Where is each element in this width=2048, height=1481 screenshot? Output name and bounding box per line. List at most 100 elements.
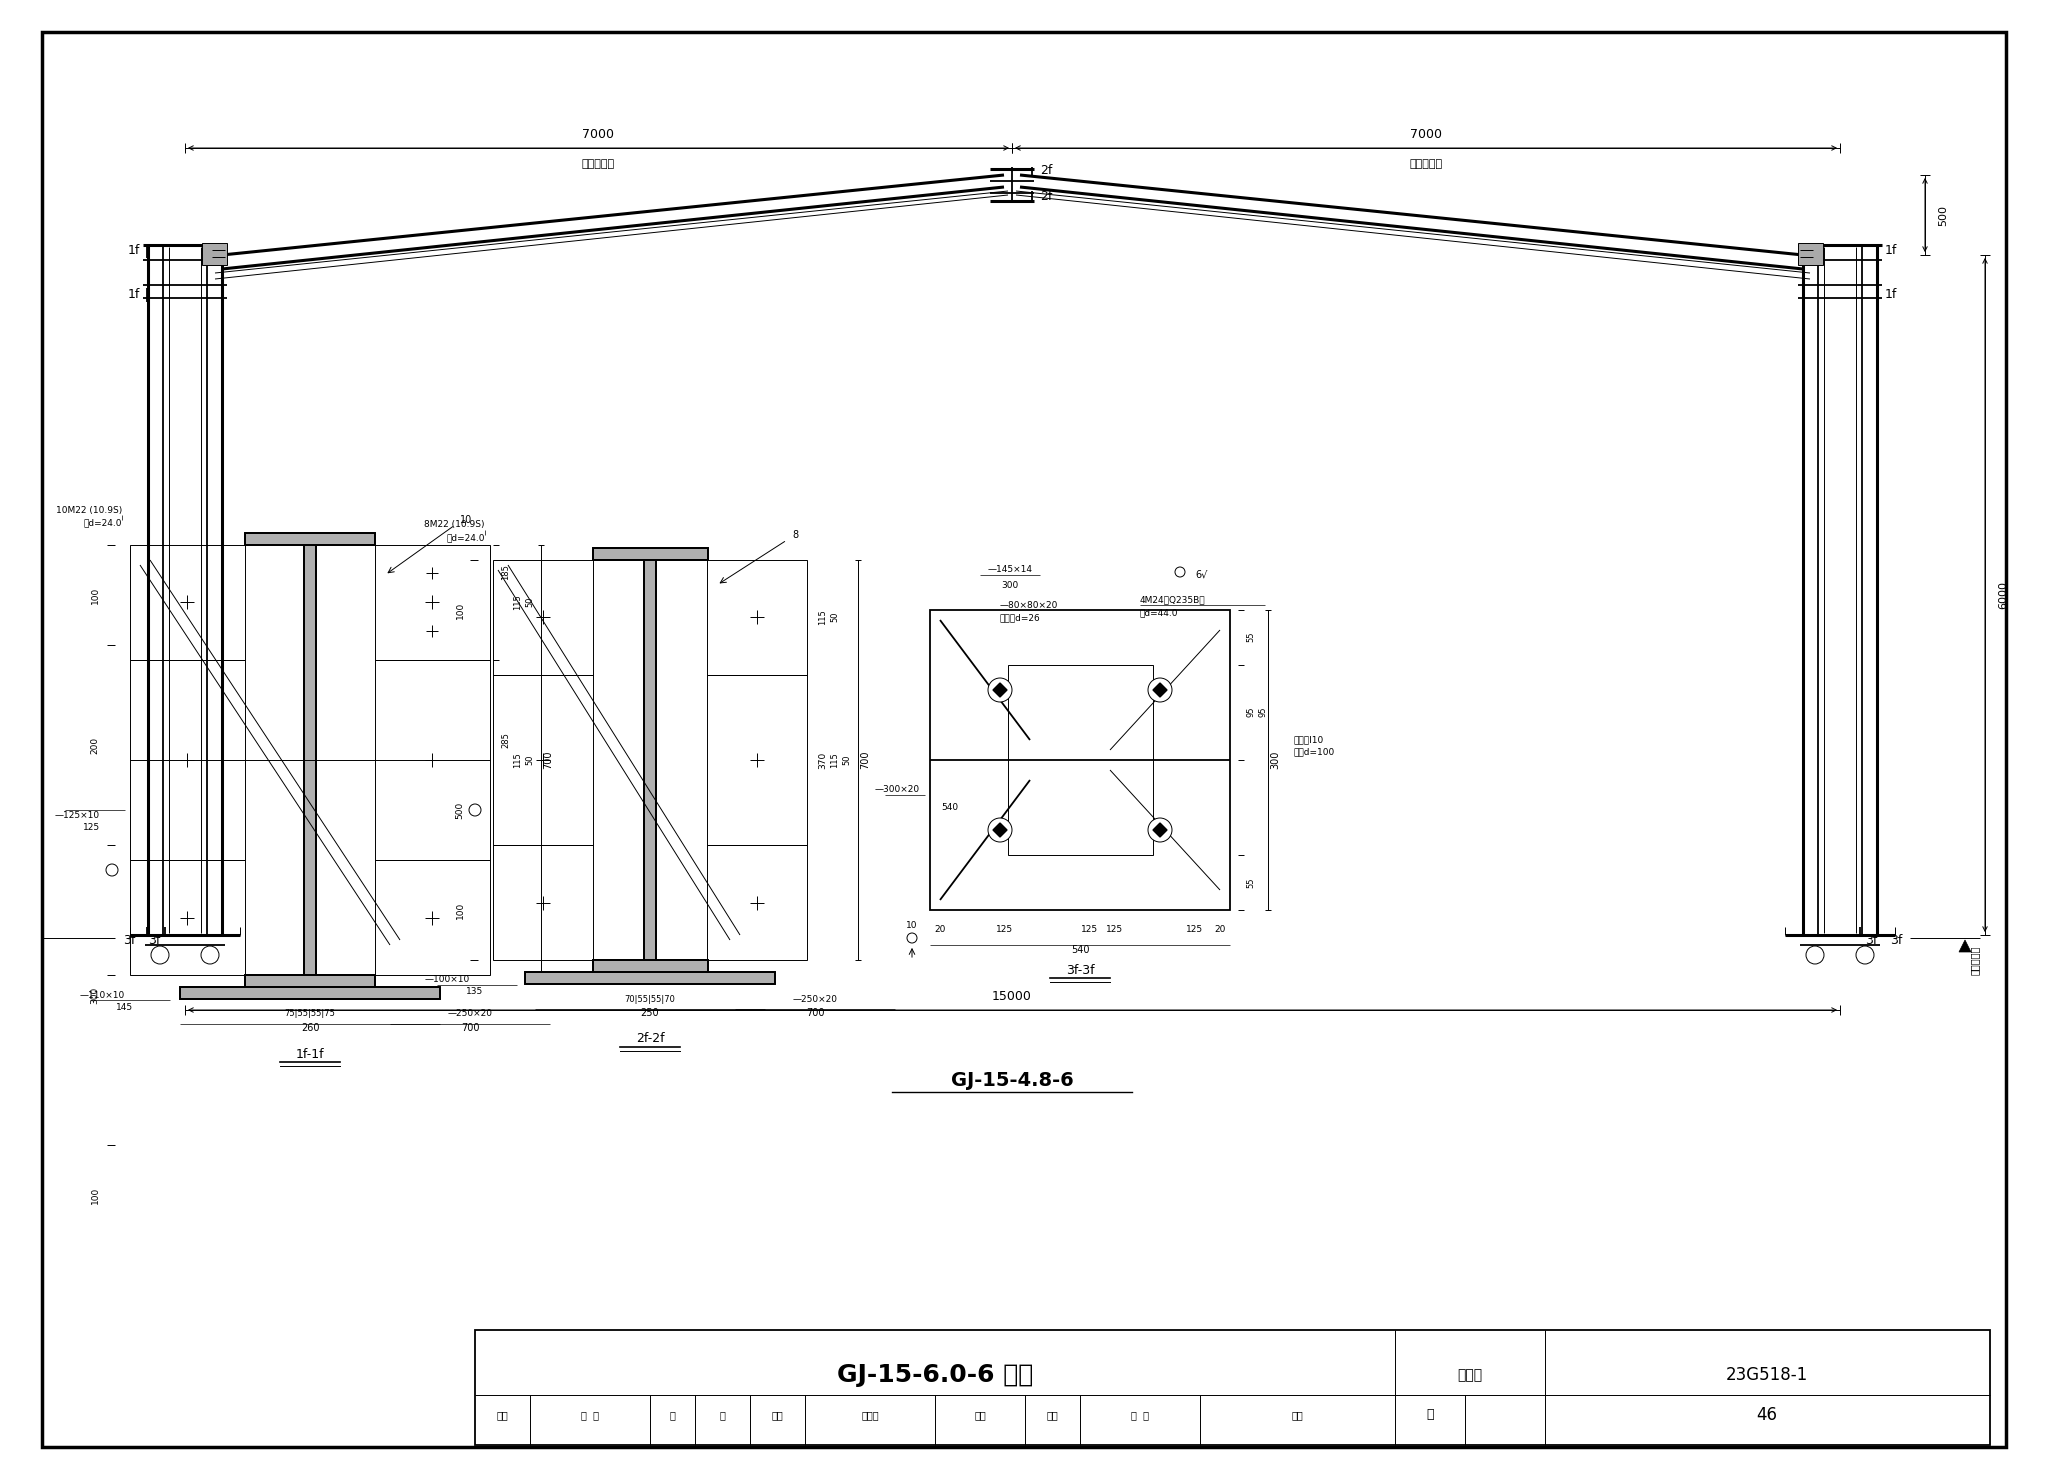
Text: 125: 125 [1106, 926, 1124, 935]
Bar [246, 974, 375, 986]
Text: 100: 100 [455, 601, 465, 619]
Text: 10M22 (10.9S): 10M22 (10.9S) [55, 505, 123, 514]
Text: 2f-2f: 2f-2f [635, 1032, 664, 1046]
Text: 700: 700 [805, 1009, 823, 1017]
Text: —250×20: —250×20 [449, 1010, 492, 1019]
Bar [594, 548, 709, 560]
Text: 3f: 3f [123, 933, 135, 946]
Text: 50: 50 [524, 755, 535, 766]
Circle shape [1149, 818, 1171, 843]
Text: 7000: 7000 [1409, 129, 1442, 142]
Text: 115: 115 [512, 752, 522, 767]
Text: 145: 145 [117, 1003, 133, 1012]
Polygon shape [1153, 683, 1167, 698]
Text: 125: 125 [82, 822, 100, 831]
Text: 300: 300 [1001, 581, 1018, 589]
Bar [1008, 665, 1153, 855]
Text: 125: 125 [997, 926, 1014, 935]
Text: GJ-15-4.8-6: GJ-15-4.8-6 [950, 1071, 1073, 1090]
Bar [375, 661, 489, 860]
Bar [643, 560, 655, 960]
Text: 3f: 3f [1866, 933, 1878, 946]
Text: 页: 页 [1425, 1408, 1434, 1422]
Text: 260: 260 [301, 1023, 319, 1034]
Text: 500: 500 [455, 801, 465, 819]
Text: —80×80×20: —80×80×20 [999, 600, 1059, 610]
Bar [707, 675, 807, 846]
Text: —100×10: —100×10 [424, 976, 469, 985]
Circle shape [1149, 678, 1171, 702]
Circle shape [987, 678, 1012, 702]
Text: 1f-1f: 1f-1f [295, 1047, 324, 1060]
Text: 540: 540 [942, 804, 958, 813]
Text: 孔d=24.0: 孔d=24.0 [84, 518, 123, 527]
Text: 垫板孔d=26: 垫板孔d=26 [999, 613, 1040, 622]
Bar [494, 560, 594, 675]
Text: 115: 115 [817, 609, 827, 625]
Text: 200: 200 [90, 736, 100, 754]
Text: 100: 100 [90, 586, 100, 604]
Text: 95: 95 [1245, 706, 1255, 717]
Text: 100: 100 [455, 902, 465, 918]
Text: 设计: 设计 [1047, 1410, 1059, 1420]
Text: 135: 135 [467, 988, 483, 997]
Text: 23G518-1: 23G518-1 [1726, 1365, 1808, 1385]
Bar [1798, 243, 1823, 265]
Text: 刘  威: 刘 威 [582, 1410, 598, 1420]
Text: —110×10: —110×10 [80, 991, 125, 1000]
Text: 700: 700 [461, 1023, 479, 1034]
Text: 8M22 (10.9S): 8M22 (10.9S) [424, 520, 485, 530]
Bar [375, 545, 489, 661]
Bar [129, 545, 246, 661]
Text: 田永胜: 田永胜 [862, 1410, 879, 1420]
Text: 300: 300 [90, 986, 100, 1004]
Bar [707, 560, 807, 675]
Text: 3f: 3f [1890, 933, 1903, 946]
Text: 1f: 1f [1884, 243, 1896, 256]
Text: 700: 700 [860, 751, 870, 769]
Text: —125×10: —125×10 [55, 810, 100, 819]
Text: 55: 55 [1245, 878, 1255, 889]
Text: 卟哑: 卟哑 [975, 1410, 985, 1420]
Bar [129, 661, 246, 860]
Text: 125: 125 [1081, 926, 1098, 935]
Text: 彭  浩: 彭 浩 [1130, 1410, 1149, 1420]
Bar [594, 548, 709, 560]
Text: 1f: 1f [127, 289, 139, 302]
Polygon shape [1153, 823, 1167, 837]
Bar [524, 972, 774, 983]
Text: —250×20: —250×20 [793, 995, 838, 1004]
Text: 威: 威 [719, 1410, 725, 1420]
Text: 孔d=44.0: 孔d=44.0 [1141, 609, 1178, 618]
Bar [930, 610, 1231, 909]
Text: 8: 8 [793, 530, 799, 541]
Bar [246, 533, 375, 545]
Text: 6000: 6000 [1999, 581, 2007, 609]
Text: GJ-15-6.0-6 详图: GJ-15-6.0-6 详图 [838, 1363, 1032, 1388]
Text: 1f: 1f [1884, 289, 1896, 302]
Text: 讦: 讦 [670, 1410, 676, 1420]
Text: 图集号: 图集号 [1458, 1368, 1483, 1382]
Bar [303, 545, 315, 974]
Bar [129, 860, 246, 974]
Bar [180, 986, 440, 1000]
Text: 3f: 3f [147, 933, 160, 946]
Text: 300: 300 [1270, 751, 1280, 769]
Polygon shape [1960, 940, 1970, 952]
Text: 55: 55 [1245, 632, 1255, 643]
Bar [594, 960, 709, 972]
Text: 75|55|55|75: 75|55|55|75 [285, 1010, 336, 1019]
Text: 10: 10 [907, 921, 918, 930]
Text: 6√: 6√ [1194, 570, 1208, 581]
Bar [594, 960, 709, 972]
Text: 700: 700 [543, 751, 553, 769]
Text: 15000: 15000 [991, 991, 1032, 1004]
Polygon shape [993, 823, 1008, 837]
Circle shape [987, 818, 1012, 843]
Text: 250: 250 [641, 1009, 659, 1017]
Text: 125: 125 [1186, 926, 1204, 935]
Text: 3f-3f: 3f-3f [1065, 964, 1094, 976]
Bar [180, 986, 440, 1000]
Text: 1f: 1f [127, 243, 139, 256]
Bar [494, 846, 594, 960]
